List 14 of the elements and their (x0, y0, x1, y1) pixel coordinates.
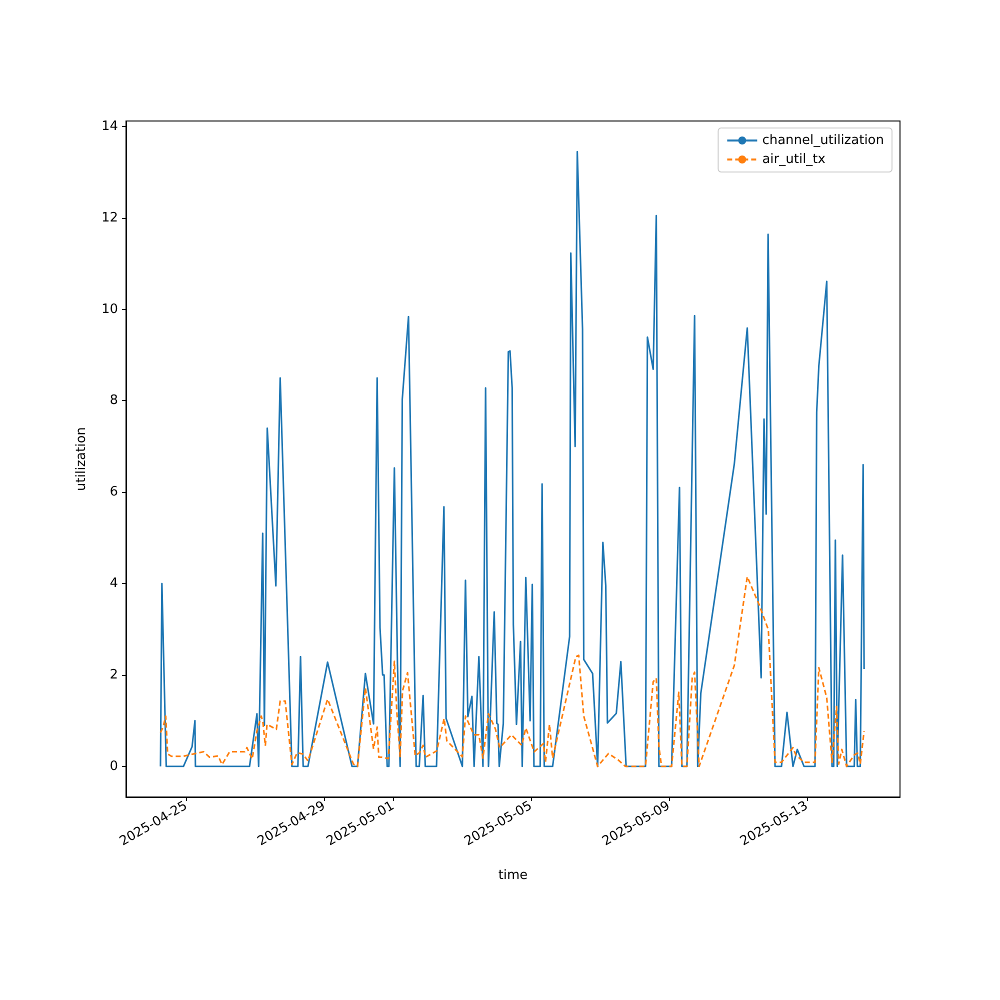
y-tick-label: 2 (110, 667, 118, 682)
y-tick-label: 6 (110, 484, 118, 500)
line-series (160, 150, 865, 768)
y-tick-label: 0 (110, 758, 118, 774)
legend-label: channel_utilization (762, 133, 884, 148)
legend-label: air_util_tx (762, 152, 826, 167)
x-axis-title: time (498, 868, 528, 883)
y-tick-label: 4 (110, 576, 118, 592)
y-tick-label: 8 (110, 393, 118, 408)
y-tick-label: 10 (101, 302, 118, 317)
y-tick-label: 14 (101, 118, 118, 134)
y-axis-title: utilization (74, 427, 89, 491)
y-tick-label: 12 (101, 210, 118, 226)
line-series (160, 576, 865, 768)
